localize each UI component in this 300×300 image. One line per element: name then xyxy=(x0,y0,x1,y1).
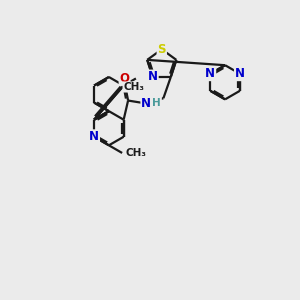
Text: O: O xyxy=(119,72,130,85)
Text: N: N xyxy=(235,67,245,80)
Text: N: N xyxy=(205,67,215,80)
Text: N: N xyxy=(148,70,158,83)
Text: H: H xyxy=(152,98,161,108)
Text: CH₃: CH₃ xyxy=(123,82,144,92)
Text: S: S xyxy=(158,43,166,56)
Text: N: N xyxy=(89,130,99,143)
Text: CH₃: CH₃ xyxy=(126,148,147,158)
Text: N: N xyxy=(141,97,151,110)
